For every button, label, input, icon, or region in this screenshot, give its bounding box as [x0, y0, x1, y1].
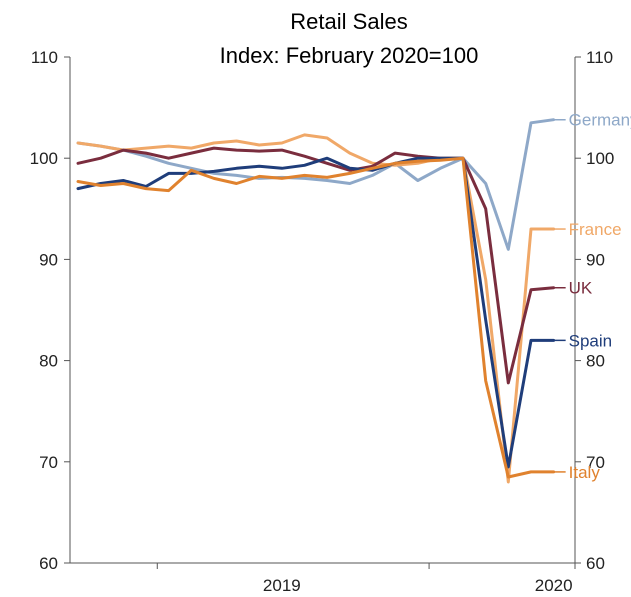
x-tick-label: 2019: [263, 576, 301, 595]
left-y-tick-label: 70: [39, 453, 58, 472]
series-label-france: France: [569, 220, 622, 239]
series-label-germany: Germany: [569, 111, 631, 130]
x-tick-label: 2020: [535, 576, 573, 595]
series-line-france: [76, 133, 556, 484]
right-y-tick-label: 100: [586, 149, 614, 168]
right-y-tick-label: 60: [586, 554, 605, 573]
chart-title: Retail Sales: [290, 9, 407, 34]
left-y-tick-label: 80: [39, 352, 58, 371]
chart-subtitle: Index: February 2020=100: [220, 43, 479, 68]
right-y-tick-label: 80: [586, 352, 605, 371]
series-label-spain: Spain: [569, 331, 612, 350]
series-line-italy: [76, 156, 556, 479]
series-line-spain: [76, 156, 556, 469]
series-layer: [76, 118, 556, 484]
series-line-uk: [76, 146, 556, 385]
left-y-tick-label: 90: [39, 250, 58, 269]
series-line-germany: [76, 118, 556, 251]
left-y-tick-label: 60: [39, 554, 58, 573]
series-label-italy: Italy: [569, 463, 601, 482]
right-y-tick-label: 90: [586, 250, 605, 269]
series-labels: Germany France UK Spain Italy: [553, 111, 631, 482]
right-y-tick-label: 70: [586, 453, 605, 472]
series-label-uk: UK: [569, 279, 593, 298]
axes: 60 60 70 70 80 80 90 90 100 100 110 110 2019 2020: [30, 48, 615, 595]
right-y-tick-label: 110: [586, 48, 613, 67]
left-y-tick-label: 100: [30, 149, 58, 168]
left-y-tick-label: 110: [31, 48, 58, 67]
